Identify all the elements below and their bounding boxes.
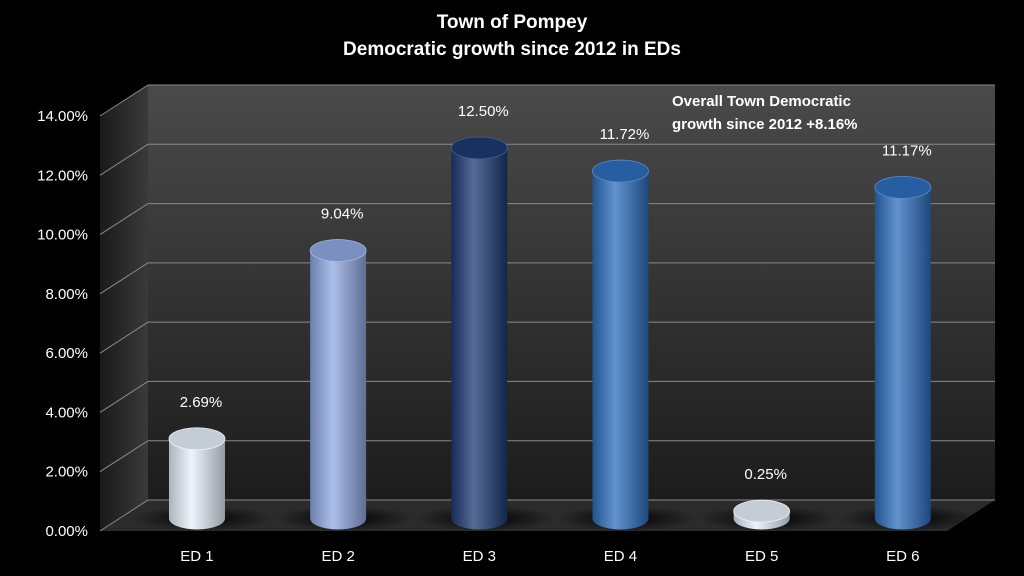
data-label: 9.04% [321, 206, 364, 223]
x-tick-label: ED 1 [180, 548, 213, 565]
bar-top [309, 239, 367, 262]
y-axis-ticks: 0.00% 2.00% 4.00% 6.00% 8.00% 10.00% 12.00% 14.… [37, 108, 88, 540]
gridline [99, 499, 995, 532]
data-label: 12.50% [458, 103, 509, 120]
data-labels: 2.69% 9.04% 12.50% 11.72% 0.25% 11.17% [180, 103, 932, 483]
bar-body [310, 250, 367, 530]
bar-top [592, 159, 649, 183]
y-tick-label: 14.00% [37, 108, 88, 125]
bar-body [874, 187, 931, 530]
data-label: 2.69% [180, 394, 223, 411]
annotation-line-1: Overall Town Democratic [672, 93, 851, 110]
bars [132, 136, 979, 532]
y-tick-label: 4.00% [45, 404, 88, 421]
gridline [99, 321, 995, 354]
y-tick-label: 2.00% [45, 464, 88, 481]
bar-4 [556, 159, 697, 532]
bar-top [874, 175, 932, 199]
data-label: 11.17% [882, 142, 932, 159]
x-axis-ticks: ED 1 ED 2 ED 3 ED 4 ED 5 ED 6 [180, 548, 919, 565]
gridline [99, 380, 995, 413]
chart-title-line-1: Town of Pompey [437, 12, 588, 33]
gridline [99, 143, 995, 176]
bar-5 [697, 499, 838, 532]
data-label: 0.25% [744, 466, 787, 483]
x-tick-label: ED 3 [463, 548, 496, 565]
y-tick-label: 12.00% [37, 167, 88, 184]
back-wall [148, 85, 995, 500]
bar-body [592, 171, 649, 530]
bar-1 [132, 427, 273, 532]
bar-top [733, 499, 791, 523]
bar-3 [415, 136, 556, 532]
annotation-line-2: growth since 2012 +8.16% [672, 116, 858, 133]
bar-6 [838, 175, 979, 532]
gridline [99, 440, 995, 473]
chart-title-line-2: Democratic growth since 2012 in EDs [343, 39, 681, 60]
bar-top [168, 427, 226, 451]
gridline [99, 84, 995, 117]
side-wall [100, 85, 148, 531]
bar-body [451, 147, 508, 530]
x-tick-label: ED 5 [745, 548, 778, 565]
x-tick-label: ED 6 [886, 548, 919, 565]
bar-body [168, 438, 225, 530]
x-tick-label: ED 4 [604, 548, 637, 565]
bar-2 [274, 239, 415, 532]
gridline [99, 262, 995, 295]
y-tick-label: 10.00% [37, 227, 88, 244]
data-label: 11.72% [600, 126, 650, 143]
y-tick-label: 8.00% [45, 286, 88, 303]
plot-walls [100, 85, 995, 531]
gridline [99, 203, 995, 235]
y-tick-label: 6.00% [45, 345, 88, 362]
y-tick-label: 0.00% [45, 523, 88, 540]
x-tick-label: ED 2 [321, 548, 354, 565]
gridlines [99, 84, 995, 532]
bar-top [450, 136, 508, 160]
